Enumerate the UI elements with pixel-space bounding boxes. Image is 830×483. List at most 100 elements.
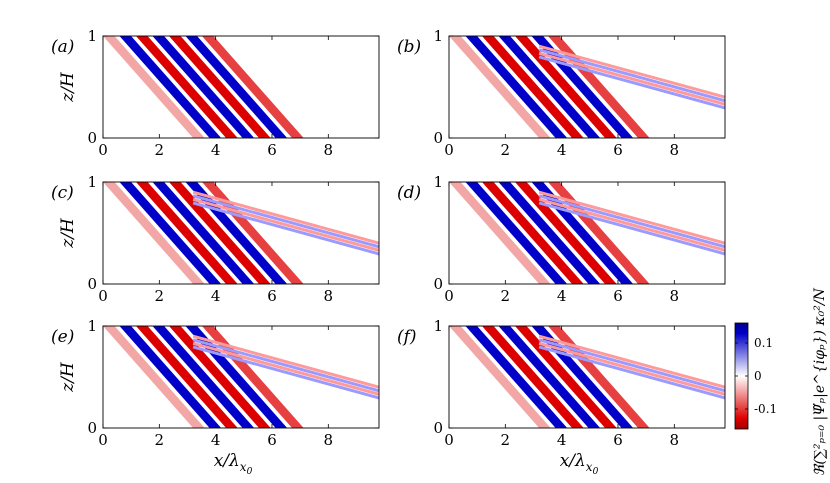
beam-stripe [449,182,551,284]
x-tick-label: 8 [324,431,334,449]
beam-stripe [119,36,222,138]
y-tick-label: 0 [433,275,443,293]
plot-frame [102,325,380,429]
secondary-beam-blue [538,201,725,256]
colorbar-tick-label: 0 [754,369,762,383]
x-tick-label: 6 [267,431,277,449]
secondary-beam-red [192,197,379,252]
beam-stripe [465,182,568,284]
x-tick-label: 2 [155,141,165,159]
x-tick-label: 6 [613,141,623,159]
beam-stripe [465,36,568,138]
secondary-beam-red [538,334,725,389]
y-tick-label: 0 [433,129,443,147]
y-tick-label: 1 [87,317,97,335]
panel-label: (f) [397,327,417,347]
x-tick-label: 4 [211,431,221,449]
wave-field [103,326,379,428]
x-tick-label: 4 [211,287,221,305]
secondary-beam-red [192,190,379,245]
wave-field [449,36,725,138]
x-tick-label: 8 [324,287,334,305]
x-tick-label: 6 [613,431,623,449]
x-tick-label: 0 [444,431,454,449]
panel: 0 2 4 6 8 0 1 (d) [397,173,726,305]
secondary-beam-blue [192,194,379,249]
y-tick-label: 0 [87,275,97,293]
panel: 0 2 4 6 8 0 1 (a) z/H [51,27,380,159]
y-tick-label: 0 [87,419,97,437]
secondary-beam-blue [192,345,379,400]
colorbar: 0.1 0 -0.1 ℜ(∑²ₚ₌₀ |Ψ̃ₚ|e^{iφₚ}) κ₀²/N [734,287,828,476]
x-tick-label: 4 [557,431,567,449]
secondary-beam-blue [538,338,725,393]
x-tick-label: 2 [501,287,511,305]
beam-stripe [514,36,617,138]
beam-stripe [135,182,238,284]
x-axis-label: x/λx0 [214,451,253,477]
wave-field [103,36,304,138]
y-tick-label: 1 [433,27,443,45]
plot-frame [448,325,726,429]
panel: 0 2 4 6 8 0 1 (e) z/H x/λx0 [51,317,380,477]
x-tick-label: 8 [324,141,334,159]
panels-group: 0 2 4 6 801(a)z/H0 2 4 6 801(b)0 2 4 6 801(c)z/H0 2 4 6… [51,27,726,477]
panel: 0 2 4 6 8 0 1 (c) z/H [51,173,380,305]
y-tick-label: 1 [87,173,97,191]
beam-stripe [481,36,584,138]
x-tick-label: 0 [444,287,454,305]
secondary-beam-blue [538,345,725,400]
secondary-beam-blue [192,338,379,393]
y-axis-label: z/H [58,217,78,249]
secondary-beam-red [538,44,725,99]
wave-field [103,182,379,284]
beam-stripe [449,36,551,138]
beam-stripe [185,36,288,138]
y-tick-label: 1 [87,27,97,45]
beam-stripe [135,326,238,428]
x-tick-label: 0 [98,287,108,305]
y-tick-label: 1 [433,173,443,191]
y-tick-label: 1 [433,317,443,335]
y-tick-label: 0 [87,129,97,147]
x-tick-label: 0 [98,431,108,449]
wave-field [449,326,725,428]
x-tick-label: 2 [155,431,165,449]
x-tick-label: 2 [501,141,511,159]
secondary-beam-blue [538,55,725,110]
beam-stripe [103,36,205,138]
secondary-beam-red [538,51,725,106]
beam-stripe [168,326,271,428]
beam-stripe [449,326,551,428]
secondary-beam-red [192,334,379,389]
colorbar-title: ℜ(∑²ₚ₌₀ |Ψ̃ₚ|e^{iφₚ}) κ₀²/N [812,287,828,476]
x-tick-label: 2 [155,287,165,305]
panel: 0 2 4 6 8 0 1 (f) x/λx0 [397,317,726,477]
beam-stripe [103,326,205,428]
beam-stripe [103,182,205,284]
beam-stripe [119,326,222,428]
beam-stripe [119,182,222,284]
beam-stripe [498,36,601,138]
x-tick-label: 4 [211,141,221,159]
x-tick-label: 4 [557,287,567,305]
panel-label: (b) [397,37,421,57]
beam-stripe [481,182,584,284]
x-tick-label: 8 [670,431,680,449]
beam-stripe [481,326,584,428]
beam-stripe [465,326,568,428]
secondary-beam-red [192,341,379,396]
colorbar-tick-label: 0.1 [754,336,773,350]
beam-stripe [152,326,255,428]
wave-field [449,182,725,284]
x-tick-label: 2 [501,431,511,449]
panel-label: (c) [51,183,74,203]
beam-stripe [152,182,255,284]
beam-stripe [168,182,271,284]
plot-frame [448,35,726,139]
secondary-beam-blue [538,48,725,103]
x-tick-label: 0 [444,141,454,159]
y-tick-label: 0 [433,419,443,437]
panel: 0 2 4 6 8 0 1 (b) [397,27,726,159]
